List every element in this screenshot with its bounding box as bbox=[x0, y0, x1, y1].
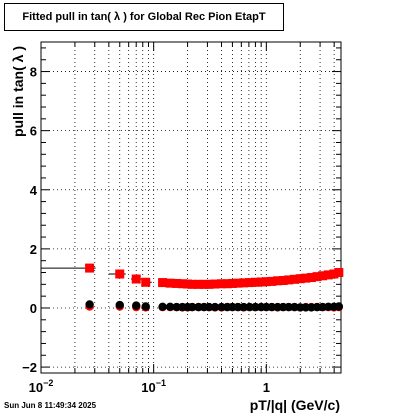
data-point-square bbox=[273, 276, 283, 286]
plot-frame bbox=[40, 41, 342, 374]
data-point-circle bbox=[158, 302, 167, 311]
data-point-square bbox=[301, 273, 311, 283]
data-point-circle bbox=[165, 302, 175, 311]
y-tick-label: 0 bbox=[30, 301, 37, 316]
data-point-square bbox=[267, 276, 277, 286]
chart-title: Fitted pull in tan( λ ) for Global Rec P… bbox=[22, 11, 266, 23]
y-tick-label: 6 bbox=[30, 124, 37, 139]
data-point-circle bbox=[141, 302, 150, 311]
data-point-square bbox=[278, 275, 288, 285]
data-point-square bbox=[306, 273, 316, 283]
data-point-square bbox=[233, 278, 243, 288]
data-point-square bbox=[227, 278, 237, 288]
grid bbox=[40, 42, 341, 373]
data-point-circle bbox=[217, 302, 226, 312]
data-point-square bbox=[85, 263, 95, 273]
y-tick-labels: −2 0 2 4 6 8 bbox=[22, 65, 38, 376]
y-tick-label: −2 bbox=[22, 360, 37, 375]
data-point-square bbox=[172, 278, 182, 288]
data-points bbox=[41, 263, 344, 312]
data-point-square bbox=[158, 278, 168, 288]
data-point-square bbox=[210, 279, 220, 289]
data-point-circle bbox=[172, 302, 181, 312]
data-point-square bbox=[329, 269, 339, 279]
data-point-circle bbox=[115, 300, 124, 310]
data-point-circle bbox=[132, 301, 141, 310]
data-point-square bbox=[193, 279, 203, 289]
data-point-square bbox=[165, 278, 175, 288]
x-tick-label: 1 bbox=[263, 380, 270, 395]
y-axis-label: pull in tan( λ ) bbox=[10, 46, 26, 137]
x-tick-label: 10−1 bbox=[141, 378, 166, 395]
data-point-square bbox=[204, 279, 214, 289]
data-point-circle bbox=[284, 302, 293, 312]
x-axis-label: pT/|q| (GeV/c) bbox=[250, 397, 340, 413]
timestamp: Sun Jun 8 11:49:34 2025 bbox=[4, 401, 97, 410]
data-point-square bbox=[261, 277, 271, 287]
x-tick-label: 10−2 bbox=[29, 378, 54, 395]
data-point-square bbox=[250, 277, 260, 287]
data-point-square bbox=[239, 278, 249, 288]
data-point-square bbox=[131, 274, 141, 284]
y-tick-label: 8 bbox=[30, 65, 37, 80]
data-point-square bbox=[318, 271, 328, 281]
data-point-square bbox=[115, 269, 125, 279]
data-point-circle bbox=[239, 302, 248, 312]
chart-title-box: Fitted pull in tan( λ ) for Global Rec P… bbox=[4, 3, 284, 31]
data-point-square bbox=[284, 275, 294, 285]
data-point-circle bbox=[233, 302, 243, 312]
data-point-square bbox=[290, 274, 300, 284]
data-point-square bbox=[183, 279, 193, 289]
data-point-circle bbox=[267, 302, 277, 312]
data-point-square bbox=[245, 278, 255, 288]
data-point-square bbox=[256, 277, 266, 287]
data-point-circle bbox=[245, 302, 254, 312]
data-point-circle bbox=[188, 302, 197, 312]
data-point-square bbox=[295, 274, 305, 284]
x-tick-labels: 10−2 10−1 1 bbox=[29, 378, 270, 395]
data-point-square bbox=[187, 279, 197, 289]
data-point-square bbox=[199, 279, 209, 289]
y-tick-label: 2 bbox=[30, 242, 37, 257]
data-point-circle bbox=[210, 302, 220, 312]
data-point-square bbox=[334, 268, 344, 278]
axis-ticks bbox=[40, 42, 341, 373]
data-point-square bbox=[323, 270, 333, 280]
data-point-square bbox=[141, 277, 151, 287]
data-point-circle bbox=[204, 302, 214, 312]
data-point-circle bbox=[85, 300, 94, 309]
data-point-square bbox=[216, 279, 226, 289]
data-point-square bbox=[177, 279, 187, 289]
data-point-square bbox=[222, 279, 232, 289]
data-point-circle bbox=[251, 302, 260, 312]
data-point-square bbox=[312, 272, 322, 282]
y-tick-label: 4 bbox=[30, 183, 38, 198]
data-point-circle bbox=[334, 302, 344, 311]
